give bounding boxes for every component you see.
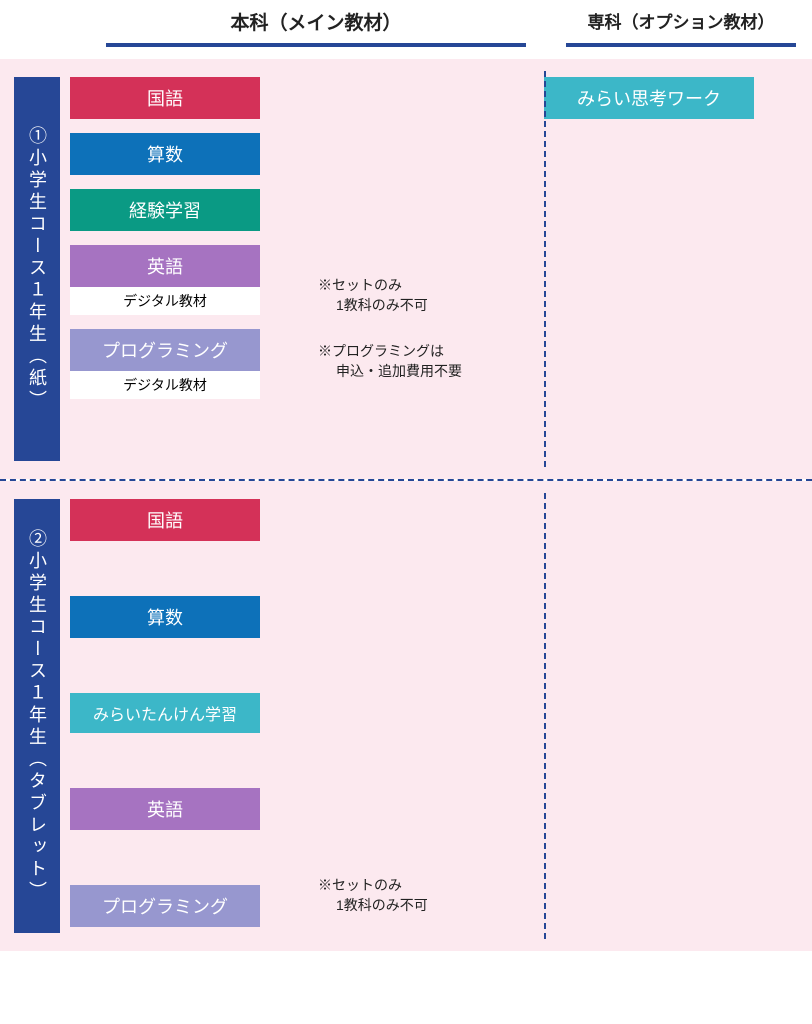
subject-sublabel: デジタル教材 [70, 287, 260, 315]
subjects-col-2: 国語算数みらいたんけん学習英語プログラミング [60, 481, 310, 951]
subject-block: 英語 [70, 788, 300, 830]
subjects-col-1: 国語算数経験学習英語デジタル教材プログラミングデジタル教材 [60, 59, 310, 479]
side-label-tablet: ②小学生コース１年生（タブレット） [14, 499, 60, 933]
subject-block: プログラミングデジタル教材 [70, 329, 300, 399]
notes-col-2: ※セットのみ1教科のみ不可 [310, 481, 534, 951]
subject-sublabel: デジタル教材 [70, 371, 260, 399]
note-block: ※セットのみ1教科のみ不可 [318, 275, 526, 315]
subject-pill: 国語 [70, 499, 260, 541]
subject-block: 算数 [70, 596, 300, 638]
subject-pill: 英語 [70, 245, 260, 287]
note-line: ※セットのみ [318, 275, 526, 295]
subject-block: 経験学習 [70, 189, 300, 231]
notes-col-1: ※セットのみ1教科のみ不可 ※プログラミングは申込・追加費用不要 [310, 59, 534, 479]
subject-pill: みらいたんけん学習 [70, 693, 260, 733]
vertical-divider [544, 493, 546, 939]
subject-pill: 算数 [70, 596, 260, 638]
option-col-2 [534, 481, 774, 951]
side-label-paper: ①小学生コース１年生（紙） [14, 77, 60, 461]
subject-block: 国語 [70, 77, 300, 119]
header-option-course: 専科（オプション教材） [566, 0, 796, 47]
header-row: 本科（メイン教材） 専科（オプション教材） [0, 0, 812, 47]
note-line: ※セットのみ [318, 875, 526, 895]
subject-pill: 算数 [70, 133, 260, 175]
subject-pill: 経験学習 [70, 189, 260, 231]
course-comparison-diagram: 本科（メイン教材） 専科（オプション教材） ①小学生コース１年生（紙） 国語算数… [0, 0, 812, 951]
subject-pill: プログラミング [70, 329, 260, 371]
note-block: ※プログラミングは申込・追加費用不要 [318, 341, 526, 381]
section-tablet-course: ②小学生コース１年生（タブレット） 国語算数みらいたんけん学習英語プログラミング… [0, 481, 812, 951]
subject-block: みらいたんけん学習 [70, 693, 300, 733]
note-line: 1教科のみ不可 [318, 295, 526, 315]
subject-block: 国語 [70, 499, 300, 541]
note-line: ※プログラミングは [318, 341, 526, 361]
subject-pill: 国語 [70, 77, 260, 119]
section-paper-course: ①小学生コース１年生（紙） 国語算数経験学習英語デジタル教材プログラミングデジタ… [0, 59, 812, 479]
subject-pill: 英語 [70, 788, 260, 830]
subject-block: 算数 [70, 133, 300, 175]
vertical-divider [544, 71, 546, 467]
option-col-1: みらい思考ワーク [534, 59, 774, 479]
subject-pill: プログラミング [70, 885, 260, 927]
note-line: 申込・追加費用不要 [318, 361, 526, 381]
note-line: 1教科のみ不可 [318, 895, 526, 915]
subject-block: 英語デジタル教材 [70, 245, 300, 315]
header-main-course: 本科（メイン教材） [106, 0, 526, 47]
subject-block: プログラミング [70, 885, 300, 927]
option-mirai-work: みらい思考ワーク [544, 77, 754, 119]
note-block: ※セットのみ1教科のみ不可 [318, 875, 526, 915]
